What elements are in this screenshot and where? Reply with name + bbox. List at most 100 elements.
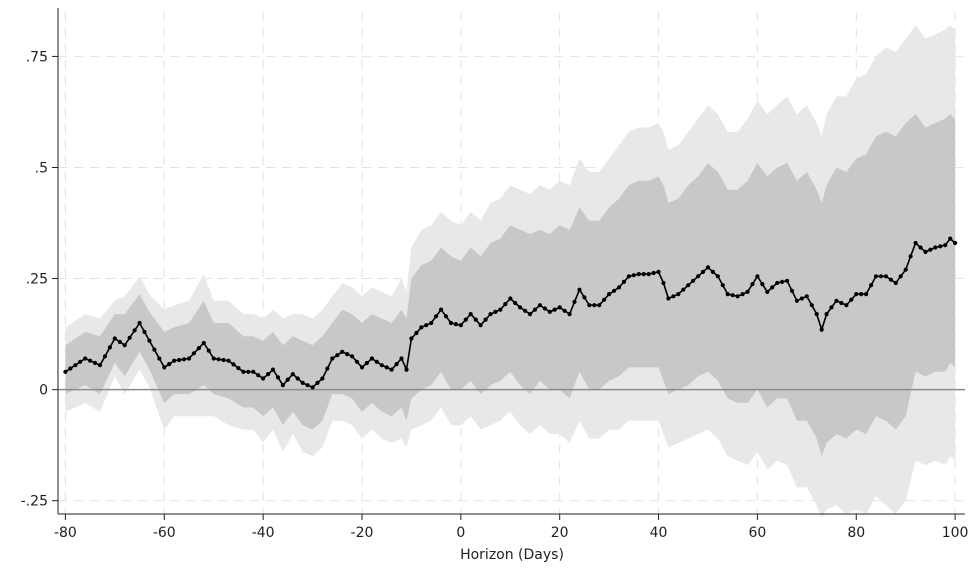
data-point	[216, 357, 221, 362]
data-point	[537, 303, 543, 308]
data-point	[345, 352, 350, 357]
data-point	[453, 322, 458, 327]
data-point	[651, 270, 656, 276]
y-tick-label: -.25	[21, 494, 48, 510]
data-point	[246, 369, 251, 374]
data-point	[63, 369, 68, 374]
data-point	[167, 362, 172, 367]
data-point	[770, 285, 775, 290]
data-point	[839, 300, 844, 306]
data-point	[696, 274, 701, 279]
data-point	[908, 254, 913, 259]
data-point	[532, 307, 538, 312]
data-point	[819, 327, 824, 332]
data-point	[369, 356, 374, 361]
data-point	[424, 323, 429, 328]
data-point	[720, 283, 725, 288]
data-point	[305, 383, 310, 388]
data-point	[231, 362, 236, 367]
data-point	[676, 292, 681, 297]
data-point	[186, 356, 192, 361]
data-point	[572, 299, 577, 304]
data-point	[468, 312, 473, 317]
data-point	[730, 293, 735, 298]
data-point	[883, 274, 889, 279]
data-point	[523, 308, 528, 313]
data-point	[710, 269, 716, 274]
data-point	[78, 359, 83, 364]
data-point	[740, 292, 745, 297]
data-point	[112, 336, 117, 341]
data-point	[310, 385, 315, 390]
data-point	[335, 353, 340, 358]
data-point	[211, 356, 216, 361]
data-point	[829, 305, 834, 310]
data-point	[488, 312, 493, 317]
data-point	[261, 376, 266, 381]
data-point	[241, 369, 246, 374]
data-point	[854, 292, 859, 297]
data-point	[888, 277, 894, 282]
data-point	[83, 356, 88, 361]
data-point	[834, 298, 839, 303]
data-point	[760, 282, 765, 287]
data-point	[414, 330, 419, 336]
data-point	[562, 308, 567, 313]
data-point	[844, 303, 849, 308]
data-point	[404, 367, 409, 372]
data-point	[824, 312, 829, 317]
data-point	[315, 380, 320, 385]
confidence-bands	[65, 25, 956, 519]
data-point	[389, 367, 394, 372]
data-point	[354, 359, 360, 364]
data-point	[631, 273, 636, 278]
data-point	[102, 354, 108, 359]
data-point	[177, 357, 182, 363]
data-point	[849, 297, 854, 302]
data-point	[691, 278, 696, 283]
data-point	[374, 359, 379, 364]
x-tick-label: -20	[351, 525, 374, 541]
data-point	[290, 372, 295, 377]
data-point	[893, 280, 898, 286]
x-tick-label: -40	[252, 525, 275, 541]
data-point	[567, 312, 572, 317]
data-point	[201, 340, 206, 346]
data-point	[448, 320, 454, 326]
data-point	[473, 317, 478, 322]
data-point	[864, 292, 869, 297]
data-point	[295, 376, 300, 381]
data-point	[147, 338, 152, 343]
data-point	[621, 279, 627, 284]
data-point	[765, 289, 770, 294]
data-point	[923, 249, 928, 254]
data-point	[226, 358, 231, 363]
data-point	[646, 272, 651, 277]
data-point	[379, 363, 384, 368]
data-point	[542, 306, 548, 311]
axes: -80 -60 -40 -20 0 20 40 60 80 100 -.25 0 .25 .5 .75	[21, 8, 968, 541]
data-point	[705, 265, 711, 270]
data-point	[869, 283, 874, 288]
data-point	[661, 280, 666, 286]
data-point	[913, 240, 918, 246]
data-point	[196, 346, 201, 351]
data-point	[809, 303, 814, 308]
data-point	[725, 292, 730, 297]
data-point	[181, 357, 187, 362]
data-point	[434, 314, 439, 319]
data-point	[878, 274, 884, 279]
data-point	[938, 244, 943, 249]
data-point	[577, 287, 582, 292]
data-point	[419, 325, 424, 330]
data-point	[785, 278, 790, 283]
data-point	[300, 380, 305, 385]
data-point	[320, 376, 325, 381]
data-point	[142, 329, 147, 334]
y-tick-label: .75	[26, 49, 48, 65]
data-point	[804, 294, 809, 299]
x-axis-title: Horizon (Days)	[460, 547, 564, 563]
data-point	[686, 283, 691, 288]
data-point	[953, 240, 958, 246]
data-point	[873, 274, 879, 279]
